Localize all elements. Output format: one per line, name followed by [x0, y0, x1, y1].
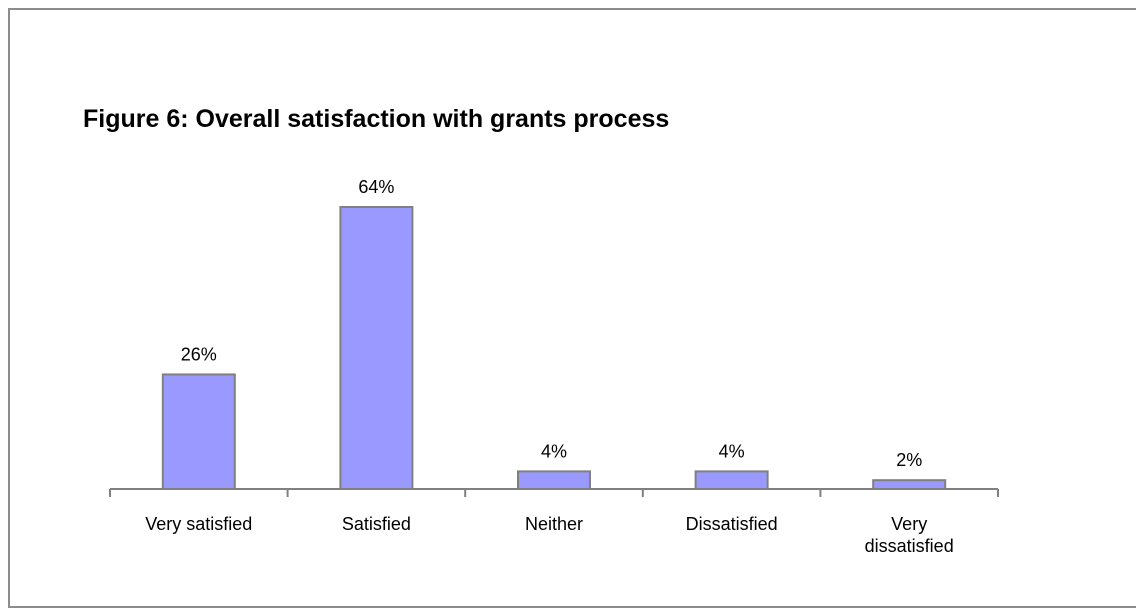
chart-title: Figure 6: Overall satisfaction with gran… — [83, 105, 669, 133]
bar — [872, 479, 947, 490]
x-tick-label: Satisfied — [341, 514, 411, 534]
x-tick-label: Very dissatisfied — [864, 514, 954, 556]
bar — [339, 206, 414, 490]
value-label: 4% — [719, 441, 745, 461]
value-label: 64% — [358, 177, 394, 197]
value-label: 26% — [181, 344, 217, 364]
value-label: 4% — [541, 441, 567, 461]
x-tick-label: Dissatisfied — [685, 514, 778, 534]
x-tick-label: Neither — [524, 514, 584, 534]
x-tick-label: Very satisfied — [145, 514, 253, 534]
bar — [161, 373, 236, 490]
bar — [694, 470, 769, 490]
bar — [517, 470, 591, 490]
value-label: 2% — [896, 450, 922, 470]
